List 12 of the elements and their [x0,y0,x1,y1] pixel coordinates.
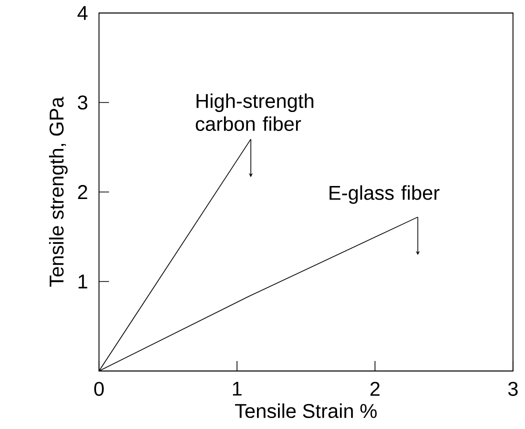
y-tick-label: 4 [78,6,88,20]
y-tick-label: 2 [78,185,88,199]
x-axis-title: Tensile Strain % [235,403,377,418]
y-axis-title: Tensile strength, GPa [49,96,68,287]
series-label: High-strength carbon fiber [196,93,314,131]
x-tick-label: 0 [94,382,104,396]
x-tick-label: 1 [232,382,242,396]
y-tick-label: 1 [78,274,88,288]
y-tick-label: 3 [78,95,88,110]
x-tick-label: 2 [370,382,380,396]
series-label: E-glass fiber [330,185,440,204]
x-tick-label: 3 [508,382,518,396]
